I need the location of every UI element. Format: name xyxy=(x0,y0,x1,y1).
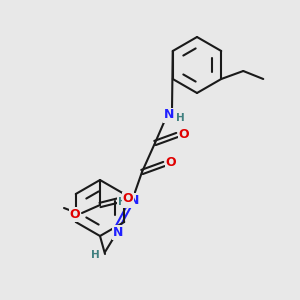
Text: O: O xyxy=(123,193,133,206)
Text: O: O xyxy=(70,208,80,220)
Text: H: H xyxy=(176,113,184,123)
Text: O: O xyxy=(179,128,189,140)
Text: N: N xyxy=(164,109,174,122)
Text: O: O xyxy=(166,157,176,169)
Text: N: N xyxy=(129,194,139,206)
Text: H: H xyxy=(118,197,126,207)
Text: H: H xyxy=(91,250,99,260)
Text: N: N xyxy=(113,226,123,238)
